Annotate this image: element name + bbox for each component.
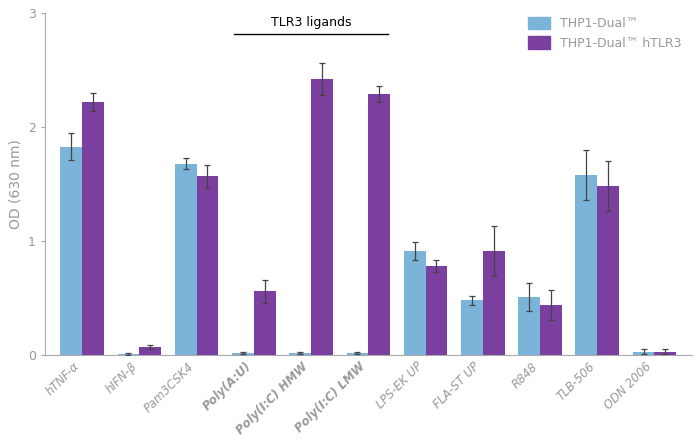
Bar — [483, 251, 505, 355]
Bar — [232, 353, 254, 355]
Bar — [461, 300, 483, 355]
Bar — [139, 347, 161, 355]
Bar — [404, 251, 426, 355]
Bar — [633, 352, 655, 355]
Bar — [426, 266, 447, 355]
Bar — [346, 353, 368, 355]
Bar — [118, 354, 139, 355]
Bar — [289, 353, 311, 355]
Bar — [197, 176, 218, 355]
Bar — [311, 79, 332, 355]
Bar — [175, 164, 197, 355]
Text: TLR3 ligands: TLR3 ligands — [271, 16, 351, 29]
Bar — [654, 352, 676, 355]
Legend: THP1-Dual™, THP1-Dual™ hTLR3: THP1-Dual™, THP1-Dual™ hTLR3 — [524, 13, 685, 54]
Y-axis label: OD (630 nm): OD (630 nm) — [8, 139, 22, 229]
Bar — [575, 175, 597, 355]
Bar — [540, 305, 561, 355]
Bar — [60, 146, 82, 355]
Bar — [368, 94, 390, 355]
Bar — [597, 186, 619, 355]
Bar — [518, 297, 540, 355]
Bar — [82, 102, 104, 355]
Bar — [254, 291, 276, 355]
